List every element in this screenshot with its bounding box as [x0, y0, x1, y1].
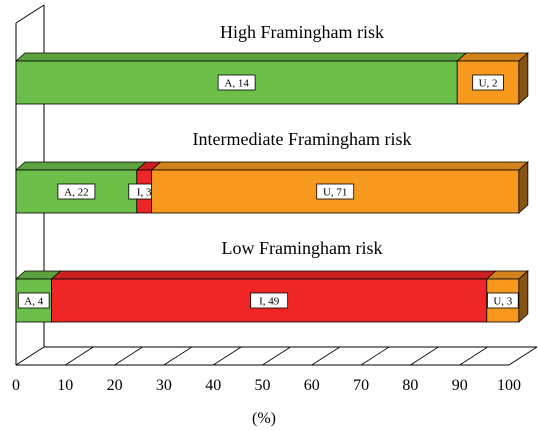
x-tick-label: 90 [452, 377, 468, 394]
floor-gridline [262, 346, 291, 366]
data-label: I, 3 [137, 187, 152, 199]
data-label-box [57, 183, 96, 200]
data-label-box [17, 292, 50, 309]
floor-gridline [163, 346, 193, 366]
category-label: Intermediate Framingham risk [193, 129, 412, 149]
data-label: U, 2 [479, 78, 498, 90]
data-label: U, 3 [493, 296, 512, 308]
bar-segment-top [456, 52, 529, 62]
x-tick-label: 0 [12, 377, 20, 394]
data-label: A, 14 [224, 78, 249, 90]
floor-left-edge [15, 346, 45, 366]
floor-gridline [410, 346, 439, 366]
bar-segment-top [14, 52, 468, 62]
bar-segment-side [518, 52, 529, 105]
data-label-box [217, 74, 256, 91]
bar-segment-top [50, 270, 497, 280]
bars-group: A, 14 U, 2 High Framingham risk A, 22 I, 3 U,… [14, 22, 529, 323]
floor-gridline [114, 346, 143, 366]
bar-segment-side [518, 270, 529, 323]
data-label-box [250, 292, 289, 309]
floor-gridline [459, 346, 488, 366]
floor-gridline [360, 346, 390, 366]
data-label-box [487, 292, 519, 309]
data-label: A, 4 [24, 296, 43, 308]
x-tick-label: 70 [353, 377, 369, 394]
floor-gridline [65, 346, 94, 366]
bar-row: A, 22 I, 3 U, 71 Intermediate Framingham ri… [14, 129, 529, 214]
data-label-box [316, 183, 355, 200]
x-tick-label: 40 [205, 377, 221, 394]
bar-row: A, 4 I, 49 U, 3 Low Framingham risk [14, 238, 529, 323]
x-tick-label: 30 [156, 377, 172, 394]
category-label-background [189, 129, 415, 149]
bar-segment-top [14, 161, 147, 171]
x-tick-label: 60 [304, 377, 320, 394]
floor-gridline [212, 346, 242, 366]
x-tick-label: 20 [107, 377, 123, 394]
data-label: A, 22 [64, 187, 88, 199]
floor-gridline [311, 346, 341, 366]
category-label: High Framingham risk [220, 22, 384, 42]
bar-row: A, 14 U, 2 High Framingham risk [14, 22, 529, 105]
data-label: U, 71 [323, 187, 347, 199]
x-tick-label: 100 [497, 377, 521, 394]
floor-right-edge [508, 346, 538, 366]
bar-segment-top [150, 161, 529, 171]
category-label-background [218, 238, 386, 258]
x-tick-label: 10 [57, 377, 73, 394]
x-tick-label: 50 [255, 377, 271, 394]
left-wall-top-edge [15, 4, 45, 24]
x-tick-label: 80 [402, 377, 418, 394]
category-label-background [217, 22, 387, 42]
category-label: Low Framingham risk [222, 238, 383, 258]
x-axis-label: (%) [252, 410, 276, 427]
data-label-box [472, 74, 504, 91]
chart-floor [15, 346, 538, 366]
data-label: I, 49 [259, 296, 280, 308]
x-axis-ticks: 0 10 20 30 40 50 60 70 80 90 100 [12, 377, 521, 394]
bar-segment-side [518, 161, 529, 214]
